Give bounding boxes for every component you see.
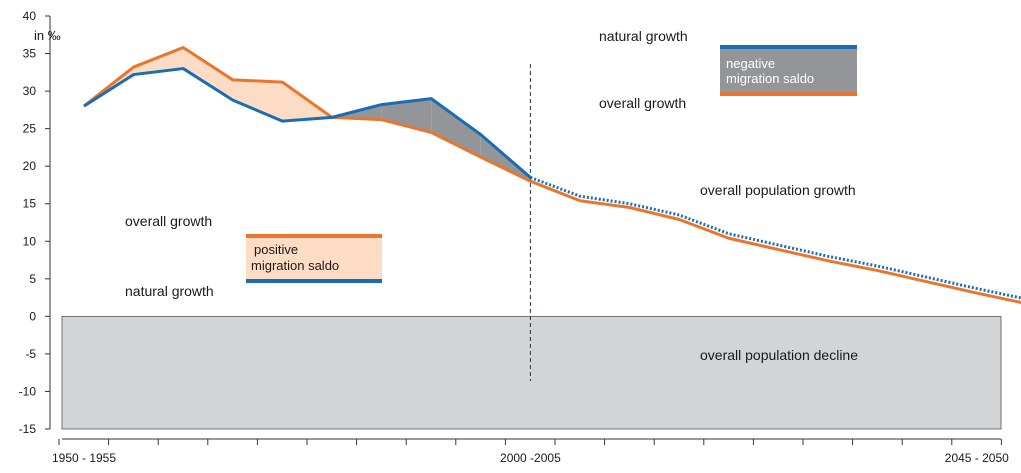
- y-tick-label: -10: [19, 384, 37, 398]
- legend-negative-box-line1: negative: [726, 56, 775, 71]
- area-fills: [84, 48, 530, 182]
- y-tick-label: 5: [29, 272, 36, 286]
- y-tick-label: 25: [23, 122, 37, 136]
- legend-positive-box-line2: migration saldo: [251, 258, 339, 273]
- x-tick-label: 2045 - 2050: [945, 451, 1009, 465]
- y-tick-label: 30: [23, 84, 37, 98]
- y-tick-label: 20: [23, 159, 37, 173]
- positive-migration-fill: [233, 80, 283, 121]
- growth-label: overall population growth: [700, 182, 856, 198]
- x-tick-label: 1950 - 1955: [52, 451, 116, 465]
- y-tick-label: -5: [25, 347, 36, 361]
- y-tick-label: -15: [19, 422, 37, 436]
- legend-negative-box-line2: migration saldo: [726, 71, 814, 86]
- decline-area: [62, 316, 1001, 429]
- legend-negative-top-label: natural growth: [599, 28, 688, 44]
- x-tick-label: 2000 -2005: [500, 451, 561, 465]
- decline-region: [62, 316, 1001, 429]
- legend-positive-top-label: overall growth: [125, 213, 212, 229]
- y-tick-label: 15: [23, 197, 37, 211]
- y-tick-label: 0: [29, 309, 36, 323]
- y-tick-label: 35: [23, 47, 37, 61]
- unit-label: in ‰: [34, 28, 61, 43]
- y-tick-label: 10: [23, 234, 37, 248]
- decline-label: overall population decline: [700, 347, 858, 363]
- legend-negative-bottom-label: overall growth: [599, 95, 686, 111]
- legend-positive-bottom-label: natural growth: [125, 283, 214, 299]
- legend-positive-box-line1: positive: [254, 242, 298, 257]
- natural-growth-line: [84, 69, 530, 178]
- y-tick-label: 40: [23, 9, 37, 23]
